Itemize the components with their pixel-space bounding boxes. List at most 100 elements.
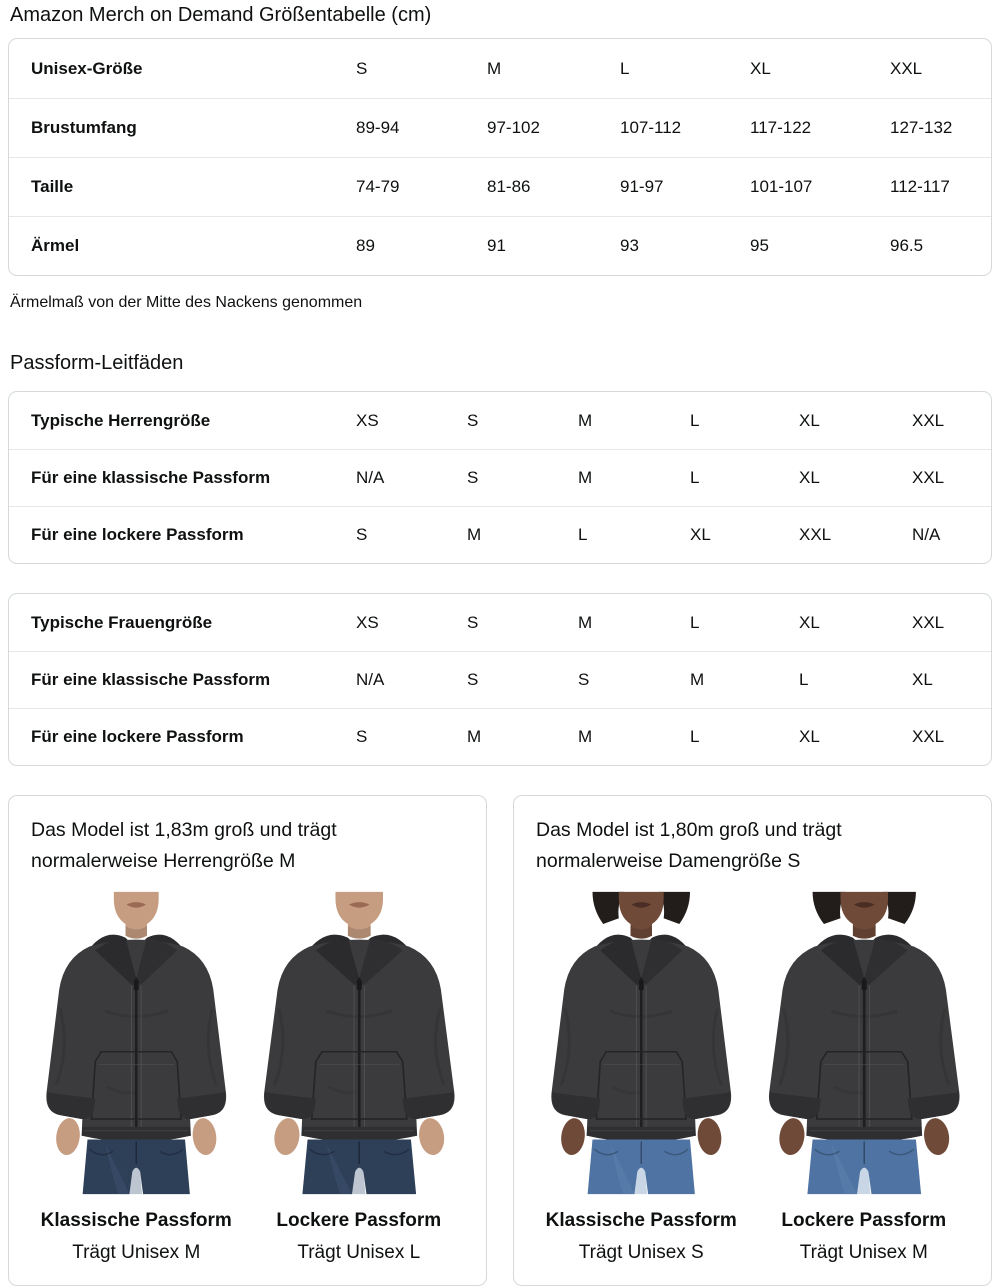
photo-caption: Klassische Passform Trägt Unisex M [29,1209,244,1265]
table-row: Ärmel 89 91 93 95 96.5 [9,216,991,275]
value-cell: XL [690,525,711,544]
row-label: Für eine lockere Passform [31,727,244,746]
value-cell: S [467,612,479,632]
value-cell: 101-107 [750,177,813,196]
value-cell: S [467,410,479,430]
value-cell: 117-122 [750,118,812,137]
value-cell: L [799,670,809,689]
value-cell: 74-79 [356,177,400,196]
value-cell: XL [750,58,771,78]
wears-label: Trägt Unisex M [72,1242,201,1263]
row-label: Für eine klassische Passform [31,468,271,487]
model-photo-mens-classic: Klassische Passform Trägt Unisex M [29,890,244,1265]
value-cell: S [356,58,368,78]
value-cell: 89 [356,236,375,255]
row-label: Taille [31,177,74,196]
value-cell: M [467,525,482,544]
value-cell: L [690,727,700,746]
mens-fit-table: Typische Herrengröße XS S M L XL XXL Für eine k… [8,391,992,564]
person-hoodie-illustration [534,890,749,1196]
table-row: Für eine klassische Passform N/A S M L XL XXL [9,449,991,506]
value-cell: XS [356,612,379,632]
value-cell: N/A [912,525,941,544]
value-cell: 95 [750,236,769,255]
value-cell: 81-86 [487,177,531,196]
wears-label: Trägt Unisex S [578,1242,704,1263]
value-cell: 112-117 [890,177,950,196]
row-label: Brustumfang [31,118,137,137]
value-cell: L [620,58,630,78]
fit-label: Klassische Passform [40,1210,232,1231]
sleeve-measure-note: Ärmelmaß von der Mitte des Nackens genom… [10,294,363,311]
value-cell: XXL [912,468,945,487]
value-cell: XL [799,612,820,632]
fit-guides-heading: Passform-Leitfäden [10,352,184,374]
model-photo-womens-loose: Lockere Passform Trägt Unisex M [750,890,978,1265]
value-cell: XL [912,670,933,689]
value-cell: S [467,468,479,487]
row-label: Typische Frauengröße [31,612,213,632]
value-cell: M [467,727,482,746]
value-cell: 93 [620,236,639,255]
value-cell: XL [799,727,820,746]
page-title: Amazon Merch on Demand Größentabelle (cm… [10,4,432,26]
value-cell: XXL [912,410,945,430]
row-label: Typische Herrengröße [31,410,211,430]
wears-label: Trägt Unisex M [799,1242,928,1263]
model-photo-womens-classic: Klassische Passform Trägt Unisex S [534,890,749,1265]
value-cell: XXL [912,612,945,632]
value-cell: S [356,727,368,746]
value-cell: N/A [356,670,385,689]
value-cell: 97-102 [487,118,540,137]
value-cell: XS [356,410,379,430]
row-label: Unisex-Größe [31,58,143,78]
person-hoodie-illustration [29,890,244,1196]
table-row: Taille 74-79 81-86 91-97 101-107 112-117 [9,157,991,216]
value-cell: 127-132 [890,118,953,137]
person-hoodie-illustration [750,890,978,1196]
value-cell: M [487,58,502,78]
value-cell: XL [799,410,820,430]
value-cell: XXL [890,58,923,78]
value-cell: L [690,468,700,487]
value-cell: M [578,410,593,430]
row-label: Für eine klassische Passform [31,670,271,689]
fit-label: Klassische Passform [545,1210,737,1231]
row-label: Ärmel [31,236,80,255]
size-table: Unisex-Größe S M L XL XXL Brustumfang 89-94 97-1… [8,38,992,276]
value-cell: XXL [912,727,945,746]
photo-caption: Lockere Passform Trägt Unisex M [757,1209,972,1265]
value-cell: L [578,525,588,544]
table-row: Für eine lockere Passform S M L XL XXL N/A [9,506,991,563]
value-cell: M [578,727,593,746]
model-cards: Das Model ist 1,83m groß und trägt norma… [8,795,992,1286]
model-photo-mens-loose: Lockere Passform Trägt Unisex L [245,890,473,1265]
model-photos: Klassische Passform Trägt Unisex M Locke… [29,890,473,1265]
value-cell: 91-97 [620,177,664,196]
value-cell: M [690,670,705,689]
fit-label: Lockere Passform [781,1210,947,1231]
value-cell: S [467,670,479,689]
table-row: Brustumfang 89-94 97-102 107-112 117-122 127-… [9,98,991,157]
value-cell: S [356,525,368,544]
mens-model-card: Das Model ist 1,83m groß und trägt norma… [8,795,487,1286]
model-description: Das Model ist 1,83m groß und trägt norma… [31,819,337,872]
value-cell: XL [799,468,820,487]
value-cell: M [578,612,593,632]
table-row: Für eine lockere Passform S M M L XL XXL [9,708,991,765]
value-cell: L [690,410,700,430]
model-description: Das Model ist 1,80m groß und trägt norma… [536,819,842,872]
value-cell: 107-112 [620,118,682,137]
value-cell: XXL [799,525,832,544]
table-row: Typische Herrengröße XS S M L XL XXL [9,392,991,449]
table-row: Unisex-Größe S M L XL XXL [9,39,991,98]
fit-label: Lockere Passform [276,1210,442,1231]
photo-caption: Lockere Passform Trägt Unisex L [252,1209,467,1265]
womens-fit-table: Typische Frauengröße XS S M L XL XXL Für eine k… [8,593,992,766]
table-row: Für eine klassische Passform N/A S S M L XL [9,651,991,708]
womens-model-card: Das Model ist 1,80m groß und trägt norma… [513,795,992,1286]
row-label: Für eine lockere Passform [31,525,244,544]
value-cell: S [578,670,590,689]
value-cell: M [578,468,593,487]
